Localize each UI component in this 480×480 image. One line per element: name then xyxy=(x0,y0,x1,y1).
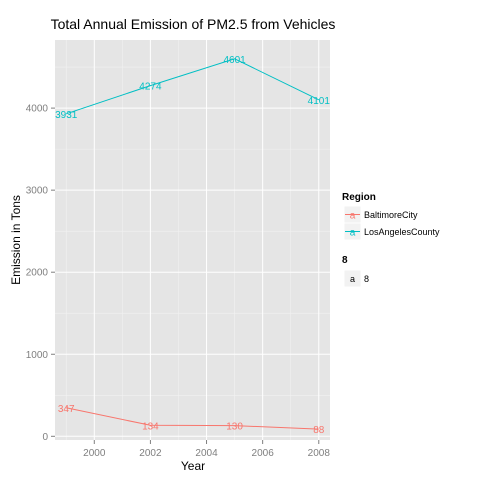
series-line-BaltimoreCity xyxy=(66,407,319,430)
size-legend-key xyxy=(343,269,362,288)
y-axis-title: Emission in Tons xyxy=(9,195,23,285)
size-legend-label: 8 xyxy=(364,274,369,284)
x-axis-title: Year xyxy=(181,459,205,473)
x-tick-label: 2006 xyxy=(252,448,275,459)
size-legend-title: 8 xyxy=(342,255,348,266)
x-tick-label: 2004 xyxy=(195,448,218,459)
x-tick-label: 2008 xyxy=(308,448,331,459)
data-label-LosAngelesCounty: 3931 xyxy=(55,110,78,121)
legend-key-glyph: a xyxy=(350,211,356,222)
chart-title: Total Annual Emission of PM2.5 from Vehi… xyxy=(51,16,336,32)
data-label-BaltimoreCity: 130 xyxy=(226,422,243,433)
legend-label: LosAngelesCounty xyxy=(364,227,440,237)
data-label-LosAngelesCounty: 4274 xyxy=(139,82,162,93)
x-tick-label: 2000 xyxy=(83,448,106,459)
y-tick-label: 2000 xyxy=(26,268,49,279)
data-label-LosAngelesCounty: 4101 xyxy=(308,96,331,107)
data-label-BaltimoreCity: 88 xyxy=(313,425,325,436)
data-label-LosAngelesCounty: 4601 xyxy=(223,55,246,66)
x-tick-label: 2002 xyxy=(139,448,162,459)
series-line-LosAngelesCounty xyxy=(66,58,320,115)
size-legend-key-glyph: a xyxy=(350,274,355,284)
legend-label: BaltimoreCity xyxy=(364,210,418,220)
y-axis: 0 1000 2000 3000 4000 xyxy=(26,104,55,443)
legend: Region a BaltimoreCity a LosAngelesCounty 8… xyxy=(342,192,440,288)
y-tick-label: 1000 xyxy=(26,350,49,361)
y-tick-label: 4000 xyxy=(26,104,49,115)
legend-items: a BaltimoreCity a LosAngelesCounty xyxy=(343,205,440,241)
data-label-BaltimoreCity: 134 xyxy=(142,421,159,432)
data-label-BaltimoreCity: 347 xyxy=(58,404,75,415)
y-tick-label: 3000 xyxy=(26,186,49,197)
grid-minor xyxy=(55,40,330,440)
plot-panel xyxy=(55,40,330,440)
legend-title: Region xyxy=(342,192,376,203)
series-layer: 347 134 130 88 3931 4274 4601 4101 xyxy=(55,55,330,436)
legend-key-glyph: a xyxy=(350,228,356,239)
x-axis: 2000 2002 2004 2006 2008 xyxy=(83,440,330,459)
y-tick-label: 0 xyxy=(42,432,48,443)
grid-major xyxy=(55,40,330,440)
